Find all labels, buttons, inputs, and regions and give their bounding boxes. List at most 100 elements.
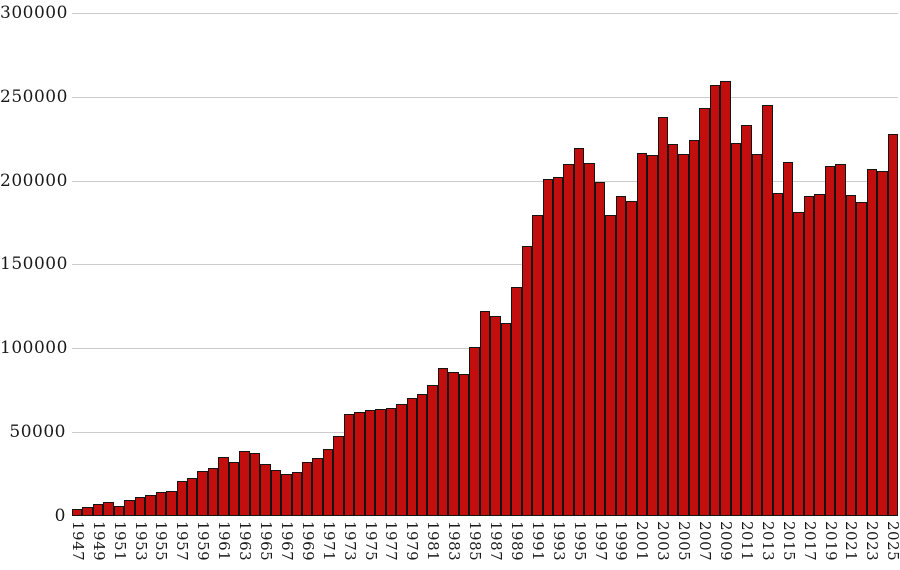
plot-area [72, 13, 898, 516]
bar-1980 [417, 394, 428, 516]
x-tick-label-1977: 1977 [382, 521, 401, 562]
bar-1972 [333, 436, 344, 516]
x-tick-label-1957: 1957 [173, 521, 192, 562]
y-tick-label-100000: 100000 [0, 338, 68, 358]
bar-2016 [793, 212, 804, 516]
x-tick-label-1955: 1955 [152, 521, 171, 562]
x-tick-label-1987: 1987 [487, 521, 505, 562]
y-tick-label-50000: 50000 [9, 422, 66, 442]
bar-1985 [469, 347, 480, 516]
x-tick-label-2007: 2007 [696, 521, 715, 562]
x-tick-label-1949: 1949 [89, 521, 108, 562]
gridline-200000 [72, 181, 898, 182]
bar-2017 [803, 196, 815, 516]
bar-2014 [772, 193, 783, 516]
bar-1996 [584, 163, 595, 516]
bar-2013 [762, 105, 773, 516]
bar-2007 [699, 108, 710, 516]
bar-2024 [877, 171, 888, 516]
bar-1978 [396, 404, 407, 516]
x-tick-label-1993: 1993 [549, 521, 568, 562]
x-tick-label-1961: 1961 [215, 521, 234, 562]
bar-2021 [845, 195, 857, 516]
bar-1955 [155, 492, 167, 516]
bar-2008 [709, 85, 721, 516]
bar-1983 [448, 372, 459, 516]
bar-1988 [500, 323, 512, 516]
x-tick-label-2017: 2017 [800, 521, 819, 562]
x-tick-label-1951: 1951 [110, 521, 129, 562]
y-tick-label-150000: 150000 [0, 254, 68, 274]
bar-2000 [626, 201, 637, 516]
bar-1970 [312, 458, 323, 516]
bar-1969 [302, 462, 313, 516]
bar-2010 [730, 143, 742, 516]
bar-2002 [647, 155, 658, 516]
bar-2018 [814, 194, 825, 516]
bar-1968 [291, 472, 303, 516]
bar-2009 [720, 81, 731, 516]
x-tick-label-2009: 2009 [717, 521, 735, 562]
bar-2019 [824, 166, 836, 516]
bar-1948 [82, 507, 93, 516]
bar-1984 [458, 374, 470, 516]
bar-1974 [354, 412, 365, 516]
bar-2015 [782, 162, 794, 516]
x-tick-label-1983: 1983 [445, 521, 464, 562]
x-tick-label-1969: 1969 [298, 521, 317, 562]
x-tick-label-2019: 2019 [821, 521, 840, 562]
y-tick-label-250000: 250000 [0, 87, 68, 107]
x-tick-label-1953: 1953 [131, 521, 150, 562]
x-tick-label-2013: 2013 [758, 521, 777, 562]
bar-2001 [636, 153, 648, 516]
x-tick-label-1971: 1971 [319, 521, 338, 562]
x-tick-label-1995: 1995 [570, 521, 589, 562]
x-tick-label-1959: 1959 [194, 521, 213, 562]
y-tick-label-300000: 300000 [0, 3, 68, 23]
bar-2004 [667, 144, 679, 516]
bar-1947 [72, 509, 83, 516]
bar-1960 [207, 468, 219, 516]
x-tick-label-1997: 1997 [591, 521, 610, 562]
bar-1964 [249, 453, 261, 516]
bar-1962 [228, 462, 240, 516]
bar-1982 [437, 368, 449, 516]
x-tick-label-1947: 1947 [68, 521, 87, 562]
bar-1957 [176, 481, 187, 516]
bar-1998 [605, 215, 616, 516]
bar-2025 [887, 134, 898, 516]
bar-1981 [427, 385, 438, 516]
x-tick-label-1975: 1975 [361, 521, 380, 562]
x-tick-label-1963: 1963 [236, 521, 254, 562]
y-tick-label-0: 0 [54, 506, 66, 526]
bar-1976 [375, 409, 386, 516]
bar-2003 [657, 117, 668, 516]
bar-1992 [542, 179, 553, 516]
bar-1956 [166, 491, 177, 516]
x-tick-label-1965: 1965 [256, 521, 275, 562]
x-tick-label-2021: 2021 [842, 521, 861, 562]
bar-1954 [145, 495, 156, 516]
bar-1989 [511, 287, 522, 516]
bar-1990 [521, 246, 533, 516]
bar-1987 [490, 316, 501, 516]
bar-2020 [835, 164, 846, 516]
x-tick-label-1979: 1979 [403, 521, 422, 562]
x-tick-label-1991: 1991 [528, 521, 547, 562]
x-tick-label-1985: 1985 [466, 521, 484, 562]
bar-2023 [866, 169, 878, 516]
bar-1986 [479, 311, 491, 516]
x-tick-label-1989: 1989 [507, 521, 526, 562]
x-tick-label-1967: 1967 [277, 521, 296, 562]
bar-1995 [573, 148, 585, 516]
y-tick-label-200000: 200000 [0, 171, 68, 191]
bar-1965 [260, 464, 271, 516]
bar-1952 [124, 500, 135, 516]
x-tick-label-2001: 2001 [633, 521, 652, 562]
bar-1994 [563, 164, 574, 516]
bar-2006 [688, 140, 700, 516]
bar-1967 [281, 474, 292, 516]
bar-1973 [343, 414, 355, 516]
bar-1951 [113, 506, 125, 516]
bar-1953 [134, 497, 146, 516]
